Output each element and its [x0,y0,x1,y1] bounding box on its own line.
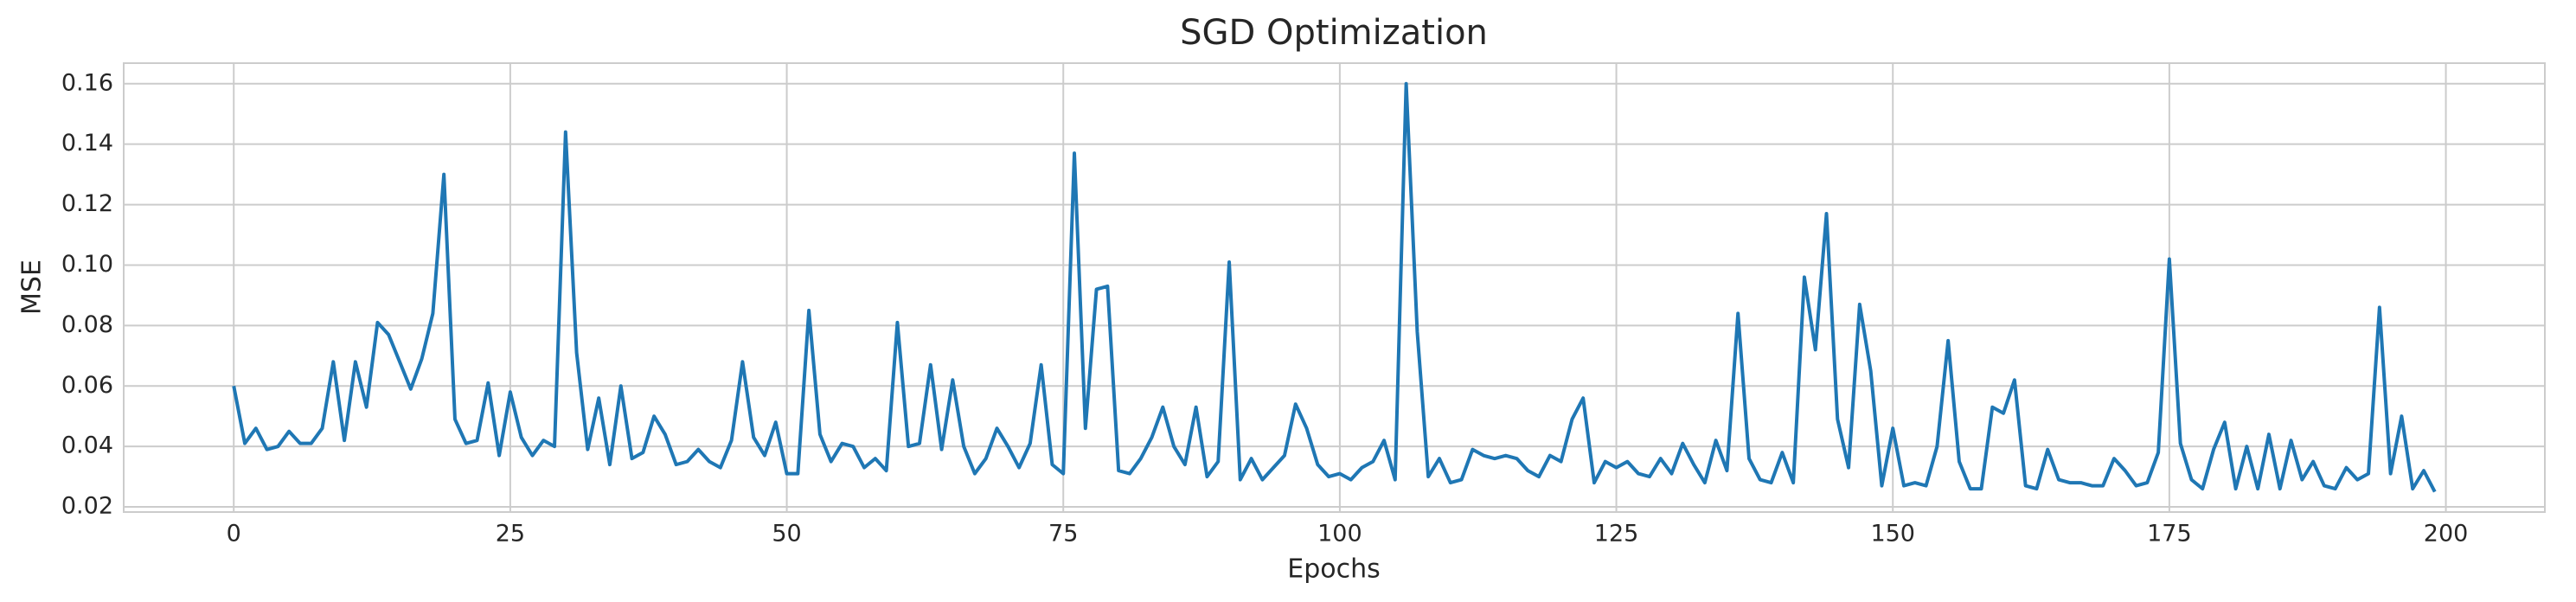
y-tick-label: 0.02 [61,493,113,520]
x-tick-label: 100 [1317,521,1362,548]
x-tick-label: 75 [1048,521,1078,548]
y-tick-label: 0.04 [61,432,113,459]
chart-title: SGD Optimization [1180,13,1488,53]
y-tick-label: 0.12 [61,190,113,217]
x-axis-label: Epochs [1287,554,1381,585]
y-tick-label: 0.08 [61,311,113,338]
x-tick-label: 125 [1594,521,1639,548]
x-tick-label: 150 [1870,521,1915,548]
y-tick-label: 0.16 [61,69,113,96]
x-tick-label: 25 [496,521,525,548]
y-tick-label: 0.14 [61,130,113,157]
y-tick-label: 0.06 [61,372,113,399]
y-axis-label: MSE [17,259,48,315]
x-tick-label: 175 [2147,521,2192,548]
data-line [232,81,2437,493]
x-tick-label: 0 [227,521,241,548]
x-tick-label: 200 [2424,521,2469,548]
plot-frame [123,62,2546,513]
y-tick-label: 0.10 [61,251,113,278]
x-tick-label: 50 [772,521,801,548]
